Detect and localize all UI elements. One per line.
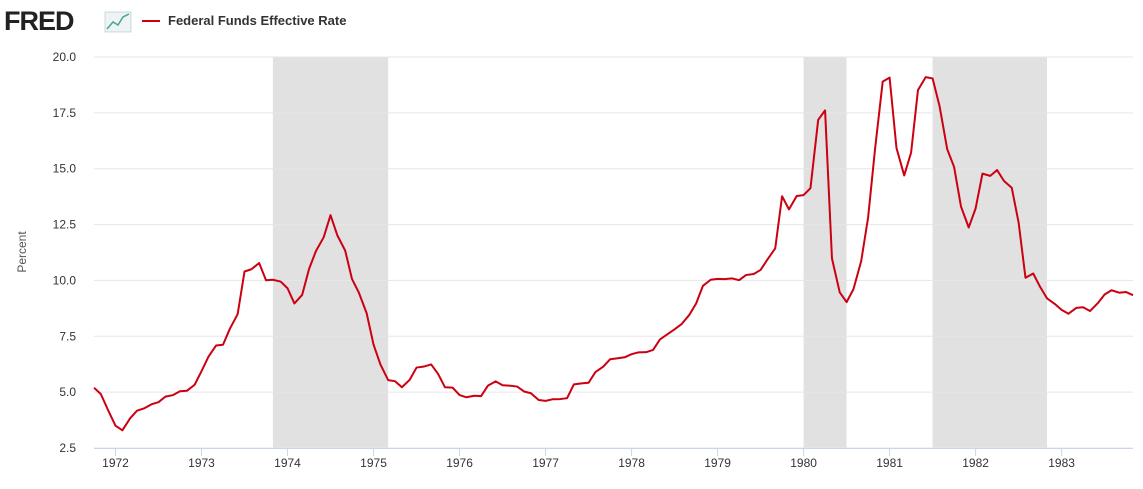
x-tick-label: 1981 bbox=[876, 456, 903, 470]
x-tick-label: 1974 bbox=[274, 456, 301, 470]
y-tick-label: 20.0 bbox=[53, 50, 77, 64]
x-tick-label: 1975 bbox=[360, 456, 387, 470]
x-tick-label: 1980 bbox=[790, 456, 817, 470]
x-tick-label: 1972 bbox=[102, 456, 129, 470]
series-line bbox=[93, 76, 1134, 432]
x-tick-label: 1982 bbox=[962, 456, 989, 470]
x-tick-label: 1977 bbox=[532, 456, 559, 470]
legend-label: Federal Funds Effective Rate bbox=[168, 13, 346, 28]
logo: FRED bbox=[4, 6, 74, 36]
y-tick-label: 10.0 bbox=[53, 273, 77, 287]
x-tick-label: 1979 bbox=[704, 456, 731, 470]
x-tick-label: 1978 bbox=[618, 456, 645, 470]
y-tick-label: 2.5 bbox=[59, 441, 76, 455]
y-tick-label: 12.5 bbox=[53, 218, 77, 232]
x-tick-label: 1973 bbox=[188, 456, 215, 470]
x-tick-label: 1976 bbox=[446, 456, 473, 470]
logo-icon-line bbox=[106, 13, 130, 30]
y-tick-label: 17.5 bbox=[53, 106, 77, 120]
x-tick-label: 1983 bbox=[1048, 456, 1075, 470]
y-tick-label: 15.0 bbox=[53, 162, 77, 176]
y-tick-label: 7.5 bbox=[59, 329, 76, 343]
recession-band bbox=[272, 57, 389, 448]
recession-band bbox=[932, 57, 1047, 448]
y-tick-label: 5.0 bbox=[59, 385, 76, 399]
y-axis-label: Percent bbox=[15, 231, 29, 273]
logo-icon bbox=[104, 11, 132, 33]
